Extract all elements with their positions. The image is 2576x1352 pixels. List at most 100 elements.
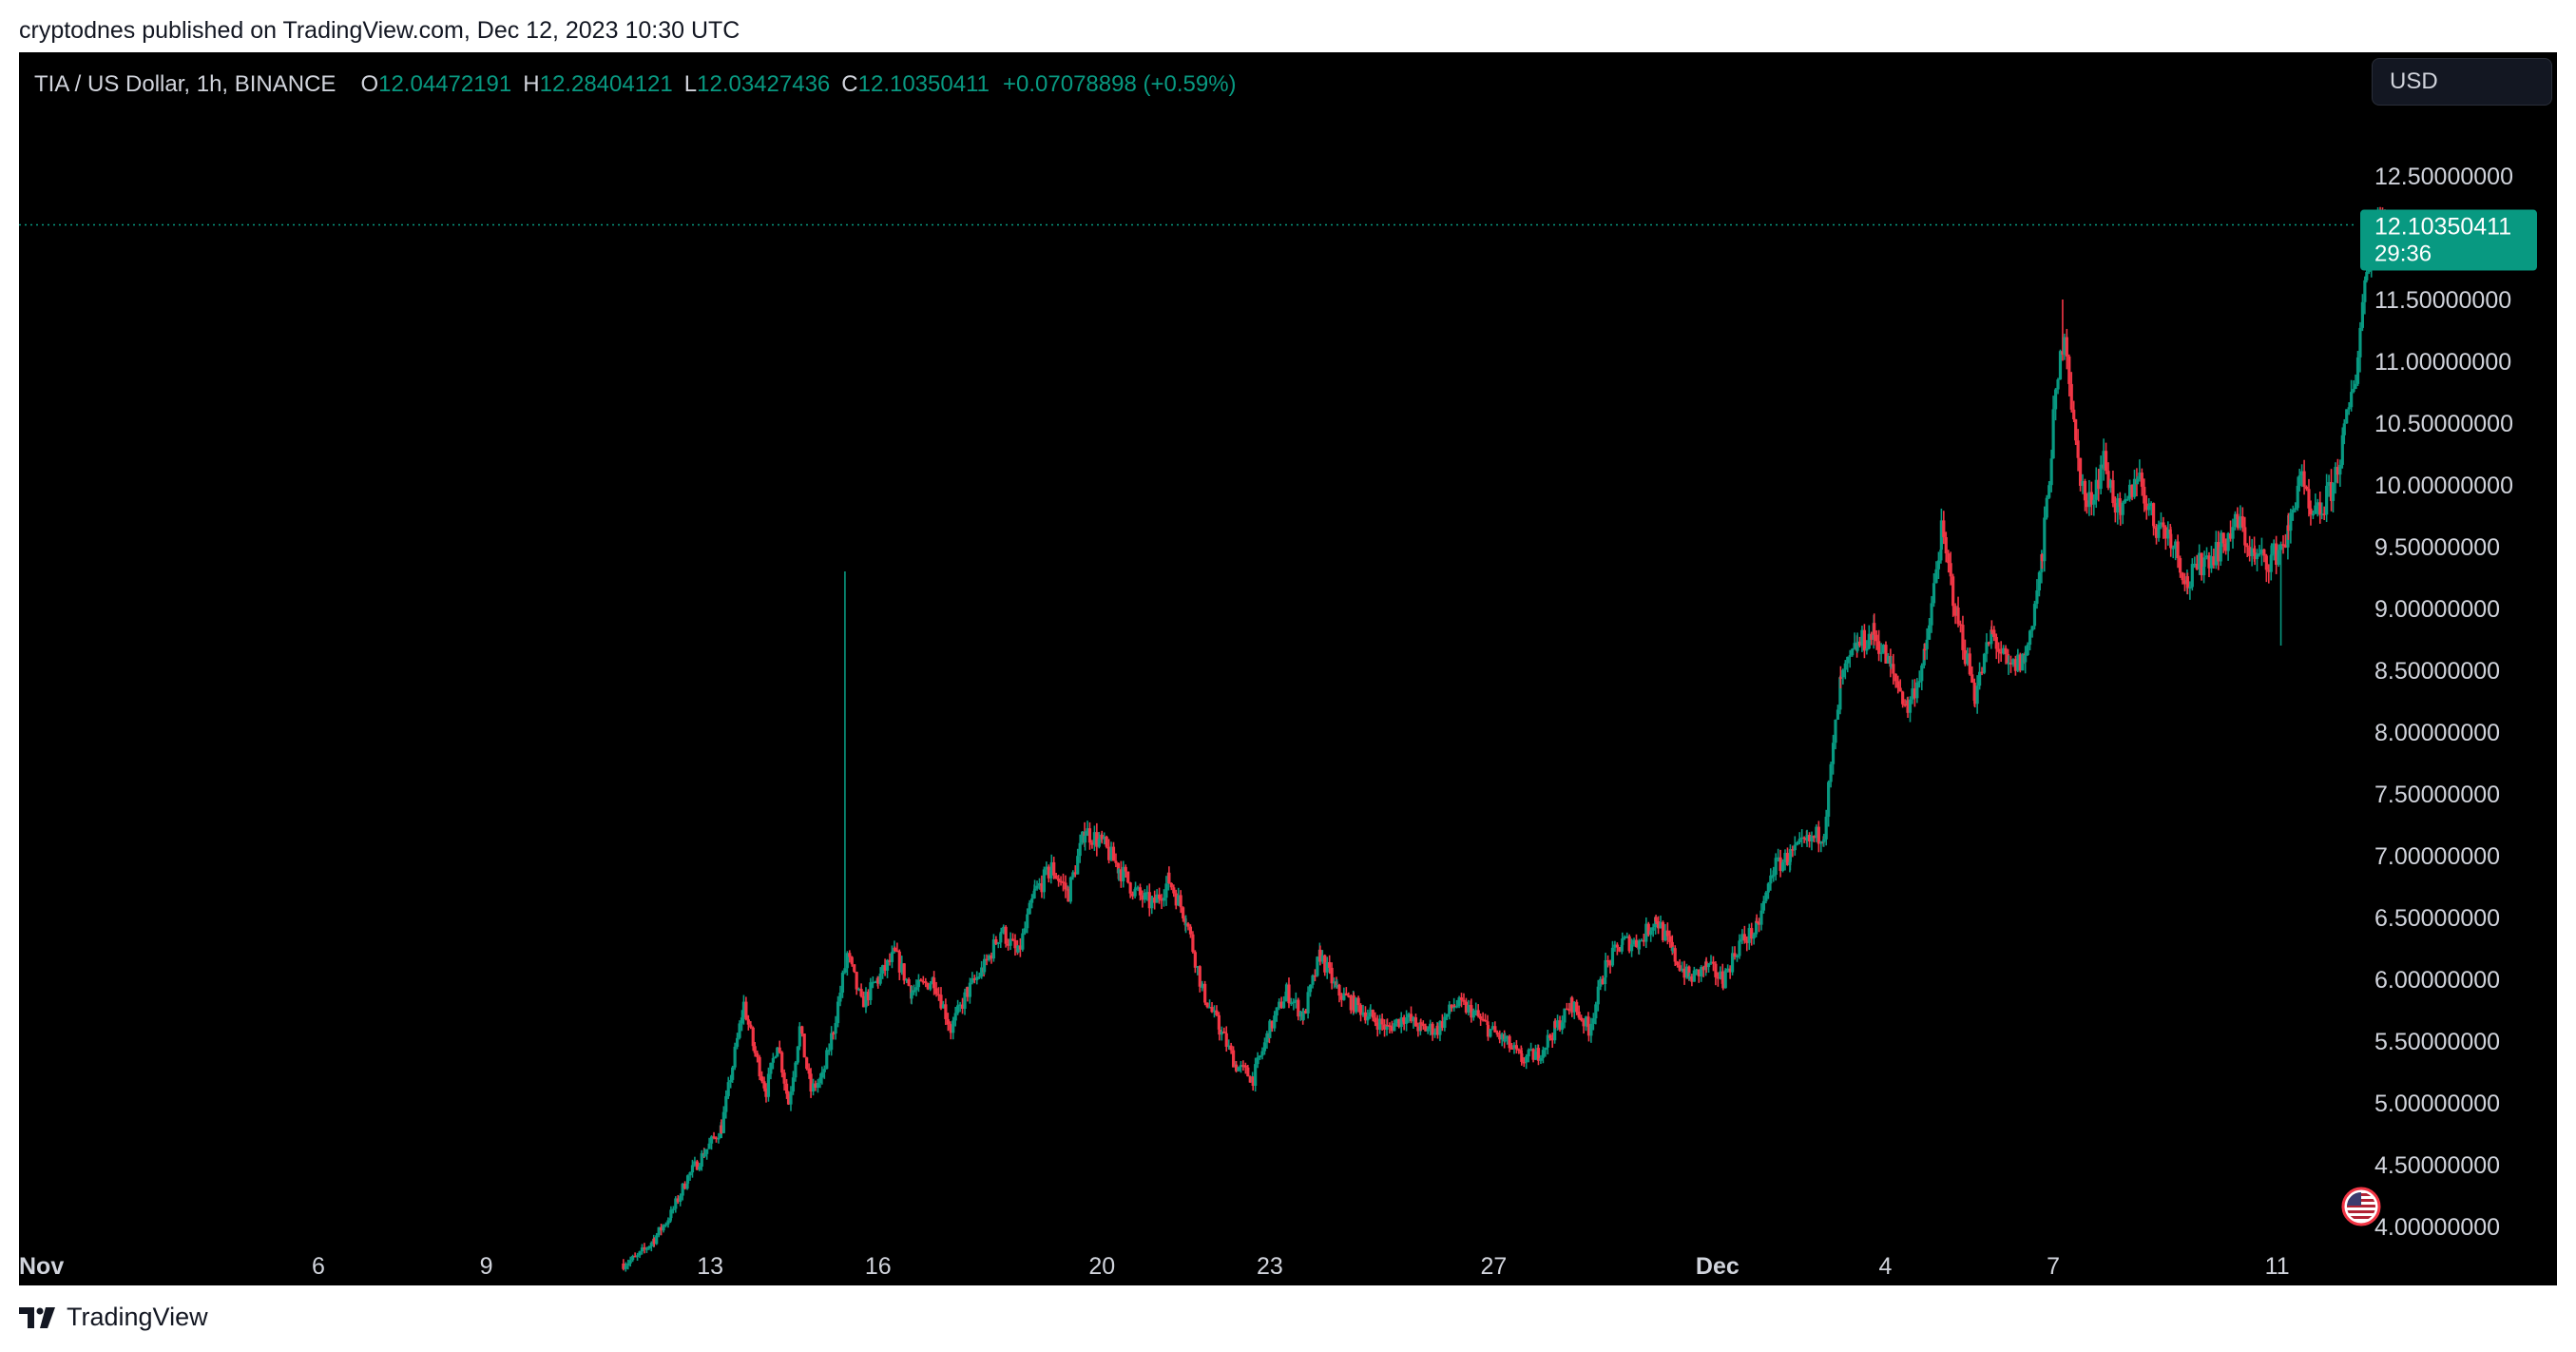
candle — [2277, 544, 2280, 568]
candle-body — [1177, 895, 1181, 906]
candle — [1514, 1039, 1519, 1054]
y-tick-label: 10.50000000 — [2374, 411, 2513, 437]
candle — [934, 981, 938, 997]
candle-body — [1697, 969, 1701, 976]
candle-body — [874, 981, 877, 984]
candle-body — [1796, 841, 1799, 845]
candle — [1342, 987, 1346, 1001]
candle-body — [796, 1046, 799, 1063]
candle-body — [946, 1018, 950, 1025]
candle-body — [832, 1033, 836, 1035]
candle — [1968, 647, 1971, 676]
candle-body — [1068, 877, 1072, 902]
candle — [936, 987, 941, 1001]
candle-body — [1654, 917, 1658, 922]
candle-body — [1892, 664, 1895, 674]
candle — [802, 1033, 806, 1058]
chart-panel[interactable]: 12.5000000012.0000000011.5000000011.0000… — [19, 52, 2557, 1285]
us-flag-icon[interactable] — [2341, 1187, 2381, 1226]
candle-body — [731, 1067, 735, 1080]
candle-body — [1147, 892, 1151, 909]
low-label: L — [683, 71, 698, 97]
candle — [1738, 938, 1742, 944]
candle — [2135, 475, 2140, 485]
candle-body — [2188, 587, 2192, 589]
candle — [2193, 556, 2197, 569]
candle — [1874, 630, 1878, 650]
candle — [1196, 965, 1200, 975]
candle-body — [1308, 984, 1313, 993]
candle-body — [1493, 1026, 1497, 1033]
candle — [996, 941, 1000, 949]
candle-body — [2228, 532, 2233, 539]
candlestick-chart[interactable]: 12.5000000012.0000000011.5000000011.0000… — [19, 52, 2557, 1285]
candle-body — [809, 1073, 813, 1092]
candle — [2166, 521, 2170, 546]
tradingview-brand[interactable]: TradingView — [19, 1303, 208, 1332]
candle-body — [1634, 939, 1639, 947]
candle — [771, 1053, 775, 1070]
candle-body — [1949, 563, 1952, 577]
candle-body — [1992, 629, 1996, 637]
candle-body — [1435, 1025, 1440, 1035]
candle — [2053, 388, 2058, 421]
candle-body — [1210, 1007, 1214, 1013]
candle-body — [2291, 510, 2295, 513]
currency-button[interactable]: USD — [2372, 58, 2552, 106]
candle — [2037, 570, 2042, 597]
candle-body — [2334, 467, 2337, 483]
candle-body — [2294, 508, 2297, 511]
candle — [994, 936, 998, 946]
candle-body — [1855, 641, 1859, 651]
candle — [1476, 1004, 1480, 1018]
candle-body — [1369, 1010, 1373, 1013]
candle-body — [2221, 532, 2225, 544]
candle-body — [2245, 545, 2249, 548]
candle-body — [1886, 655, 1891, 664]
candle-body — [1906, 700, 1910, 713]
candle — [1761, 896, 1766, 914]
candle — [1596, 979, 1600, 1012]
candle — [2171, 545, 2175, 559]
candle — [2097, 469, 2101, 502]
candle-body — [1651, 927, 1655, 931]
candle — [864, 987, 868, 1014]
candle — [1634, 934, 1639, 948]
candle-body — [1311, 975, 1315, 985]
candle — [1857, 636, 1862, 647]
candle — [2355, 351, 2360, 387]
candle — [1335, 978, 1339, 989]
candle-body — [1785, 853, 1790, 865]
candle-body — [1544, 1047, 1548, 1051]
candle — [2004, 645, 2008, 665]
candle-body — [726, 1082, 730, 1096]
candle — [1785, 847, 1790, 866]
candle — [1432, 1028, 1437, 1038]
candle-body — [2152, 526, 2156, 528]
candle — [1273, 1011, 1277, 1032]
y-tick-label: 7.00000000 — [2374, 843, 2500, 870]
candle — [1881, 644, 1886, 654]
candle-body — [977, 976, 981, 978]
candle-body — [1990, 629, 1993, 645]
candle-body — [2045, 497, 2048, 518]
candle-body — [1817, 826, 1820, 844]
candle-body — [1512, 1045, 1516, 1049]
candle — [2354, 374, 2357, 390]
candle-body — [2178, 558, 2182, 573]
candle-body — [1339, 995, 1344, 1000]
candle-body — [1550, 1037, 1554, 1041]
candle-body — [2262, 549, 2266, 556]
candle — [738, 1020, 741, 1040]
candle — [784, 1078, 789, 1099]
candle-body — [985, 958, 989, 961]
candle-body — [1742, 934, 1746, 941]
x-tick-label: 27 — [1480, 1253, 1507, 1280]
candle — [1687, 972, 1692, 981]
candle — [805, 1056, 809, 1071]
candle — [683, 1181, 687, 1190]
candle-body — [1908, 699, 1913, 713]
candle — [740, 1010, 744, 1032]
candle-body — [2121, 502, 2124, 515]
candle-body — [2195, 563, 2199, 570]
